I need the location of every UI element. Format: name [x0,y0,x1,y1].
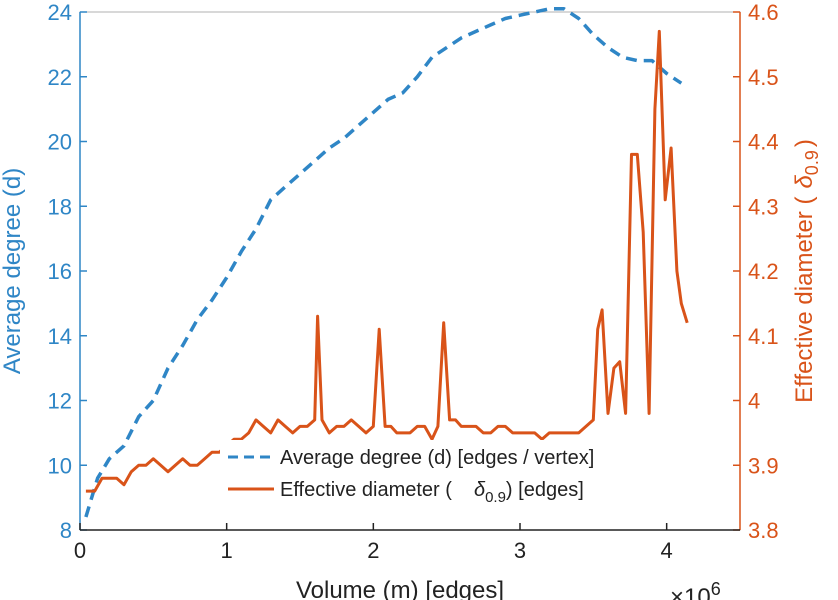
left-tick-label: 22 [48,65,72,90]
left-tick-label: 12 [48,389,72,414]
legend-label-average-degree: Average degree (d) [edges / vertex] [280,447,594,469]
right-tick-label: 4.4 [748,130,779,155]
right-tick-label: 4.1 [748,324,779,349]
legend-label-effective-diameter: Effective diameter (δ0.9) [edges] [280,479,584,506]
right-axis-label: Effective diameter (δ0.9) [791,139,822,403]
right-tick-label: 4.2 [748,259,779,284]
x-tick-label: 2 [367,538,379,563]
left-tick-label: 16 [48,259,72,284]
left-y-axis: 8 10 12 14 16 18 20 22 24 [48,0,87,543]
x-axis-exponent: ×106 [670,579,721,600]
x-tick-label: 1 [221,538,233,563]
x-tick-label: 3 [514,538,526,563]
x-tick-label: 0 [74,538,86,563]
right-tick-label: 4.6 [748,0,779,25]
left-tick-label: 20 [48,130,72,155]
x-tick-label: 4 [661,538,673,563]
x-axis: 0 1 2 3 4 [74,523,740,563]
right-tick-label: 4.3 [748,194,779,219]
right-tick-label: 4.5 [748,65,779,90]
right-tick-label: 3.8 [748,518,779,543]
left-tick-label: 18 [48,194,72,219]
series-layer [84,7,689,518]
legend: Average degree (d) [edges / vertex] Effe… [220,440,670,506]
legend-box [220,440,670,502]
left-axis-label: Average degree (d) [0,168,26,374]
left-tick-label: 14 [48,324,72,349]
left-tick-label: 24 [48,0,72,25]
right-tick-label: 3.9 [748,453,779,478]
left-tick-label: 8 [60,518,72,543]
series-line-effective-diameter [85,29,689,493]
left-tick-label: 10 [48,453,72,478]
right-tick-label: 4 [748,389,760,414]
x-axis-label: Volume (m) [edges] [296,577,504,600]
right-y-axis: 3.8 3.9 4 4.1 4.2 4.3 4.4 4.5 4.6 [733,0,779,543]
series-line-average-degree [84,7,683,518]
